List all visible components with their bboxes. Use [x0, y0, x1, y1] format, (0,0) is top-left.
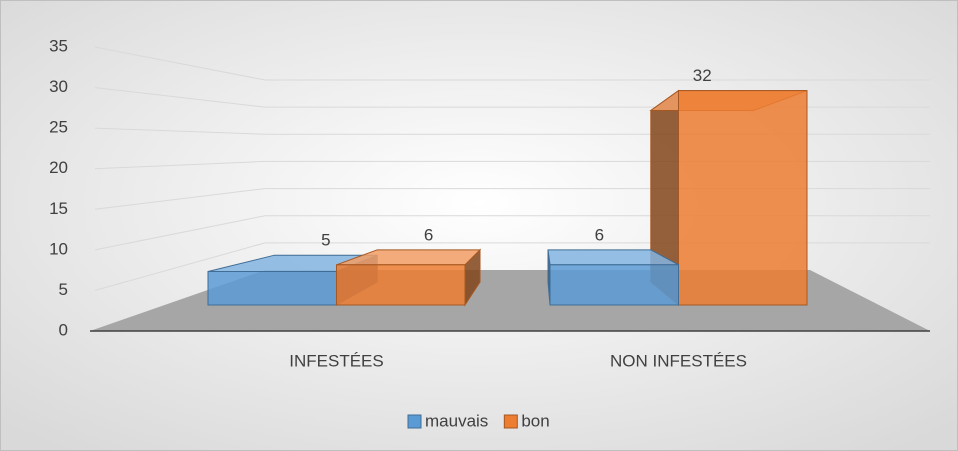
bar	[207, 271, 337, 306]
data-label: 6	[424, 225, 433, 244]
y-tick-label: 10	[49, 239, 68, 258]
legend-label: bon	[521, 411, 549, 430]
data-label: 32	[693, 66, 712, 85]
x-tick-label: INFESTÉES	[289, 351, 383, 370]
y-tick-label: 20	[49, 158, 68, 177]
x-tick-label: NON INFESTÉES	[610, 351, 747, 370]
y-tick-label: 30	[49, 77, 68, 96]
y-tick-label: 25	[49, 118, 68, 137]
legend-swatch	[407, 414, 422, 429]
y-tick-label: 15	[49, 199, 68, 218]
y-tick-label: 5	[59, 280, 68, 299]
bar	[336, 264, 466, 306]
legend-label: mauvais	[425, 411, 488, 430]
y-tick-label: 0	[59, 320, 68, 339]
y-tick-label: 35	[49, 36, 68, 55]
data-label: 6	[595, 225, 604, 244]
data-label: 5	[321, 231, 330, 250]
legend-swatch	[503, 414, 518, 429]
bar	[549, 264, 679, 306]
grid-line	[94, 46, 930, 81]
bar	[678, 90, 808, 306]
